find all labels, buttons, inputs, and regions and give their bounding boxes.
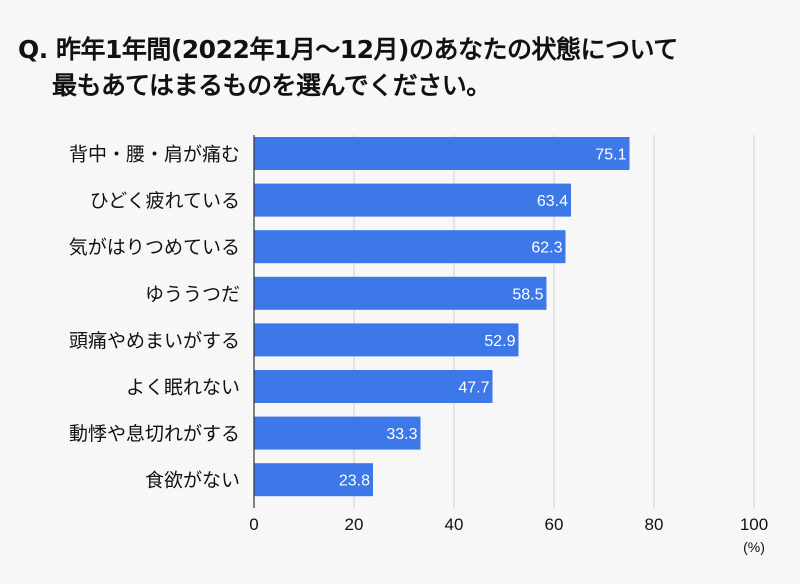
category-label: ゆううつだ	[145, 283, 240, 305]
category-label: 背中・腰・肩が痛む	[69, 144, 240, 166]
x-tick-label: 60	[545, 515, 564, 534]
bar	[254, 323, 519, 357]
data-label: 62.3	[531, 240, 562, 257]
bar	[254, 230, 566, 264]
x-unit-label: (%)	[743, 539, 765, 555]
bar	[254, 183, 571, 217]
category-label: よく眠れない	[126, 377, 240, 399]
category-label: 気がはりつめている	[69, 237, 240, 259]
title-line1: 昨年1年間(2022年1月～12月)のあなたの状態について	[55, 35, 678, 64]
chart-title: Q. 昨年1年間(2022年1月～12月)のあなたの状態について 最もあてはまる…	[18, 32, 678, 104]
x-tick-label: 0	[249, 515, 258, 534]
bar	[254, 137, 630, 170]
x-tick-label: 20	[345, 515, 364, 534]
x-tick-label: 100	[740, 515, 768, 534]
category-label: 動悸や息切れがする	[69, 423, 240, 445]
category-label: 食欲がない	[145, 470, 240, 492]
data-label: 75.1	[595, 147, 626, 164]
bar	[254, 370, 493, 403]
data-label: 47.7	[458, 380, 489, 397]
data-label: 63.4	[537, 193, 568, 210]
x-tick-label: 40	[445, 515, 464, 534]
bar	[254, 416, 421, 450]
data-label: 52.9	[484, 333, 515, 350]
category-label: ひどく疲れている	[90, 190, 240, 212]
title-prefix: Q.	[18, 35, 48, 64]
x-tick-label: 80	[645, 515, 664, 534]
data-label: 33.3	[386, 426, 417, 443]
bar	[254, 276, 547, 310]
data-label: 58.5	[512, 286, 543, 303]
category-label: 頭痛やめまいがする	[69, 330, 240, 352]
title-line2: 最もあてはまるものを選んでください。	[52, 71, 491, 100]
data-label: 23.8	[339, 473, 370, 490]
bar	[254, 463, 373, 497]
